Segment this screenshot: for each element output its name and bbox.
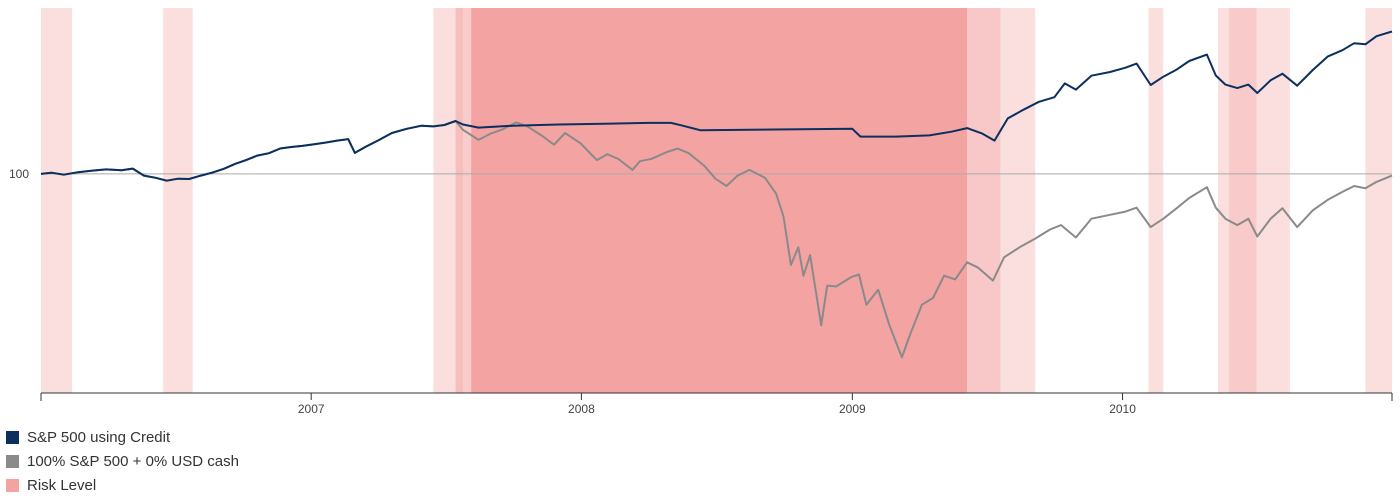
legend-swatch-spx: [6, 454, 19, 468]
risk-band-4: [471, 8, 968, 393]
legend-label-risk: Risk Level: [27, 476, 97, 494]
risk-band-8: [1218, 8, 1290, 393]
legend-label-credit: S&P 500 using Credit: [27, 428, 171, 446]
chart: 100 2007 2008 2009 2010: [9, 8, 1393, 416]
risk-bands: [41, 8, 1392, 393]
risk-band-1: [163, 8, 193, 393]
risk-band-9: [1229, 8, 1257, 393]
x-tick-label-2009: 2009: [839, 402, 866, 416]
legend: S&P 500 using Credit 100% S&P 500 + 0% U…: [6, 425, 239, 497]
series-line-credit: [40, 30, 1393, 182]
x-axis-ticks: 2007 2008 2009 2010: [40, 393, 1393, 416]
legend-swatch-credit: [6, 430, 19, 444]
x-tick-label-2010: 2010: [1109, 402, 1136, 416]
risk-band-5: [967, 8, 1001, 393]
series-lines: [40, 30, 1393, 359]
legend-swatch-risk: [6, 478, 19, 492]
x-tick-label-2008: 2008: [568, 402, 595, 416]
legend-item-spx: 100% S&P 500 + 0% USD cash: [6, 449, 239, 473]
risk-band-3: [455, 8, 472, 393]
risk-band-10: [1365, 8, 1392, 393]
legend-item-credit: S&P 500 using Credit: [6, 425, 239, 449]
risk-band-7: [1148, 8, 1164, 393]
risk-band-6: [1000, 8, 1036, 393]
y-tick-label: 100: [9, 167, 29, 181]
legend-item-risk: Risk Level: [6, 473, 239, 497]
x-tick-label-2007: 2007: [298, 402, 325, 416]
risk-band-0: [41, 8, 73, 393]
legend-label-spx: 100% S&P 500 + 0% USD cash: [27, 452, 239, 470]
